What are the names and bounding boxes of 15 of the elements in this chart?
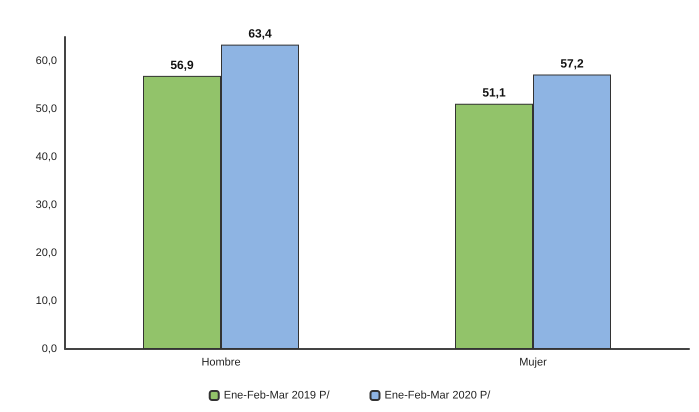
y-tick-label: 40,0 — [36, 151, 57, 163]
y-tick-label: 30,0 — [36, 199, 57, 211]
y-tick-label: 0,0 — [42, 343, 57, 355]
text: 63,4 — [248, 26, 272, 41]
text: 51,1 — [482, 86, 506, 100]
y-tick-label: 20,0 — [36, 247, 57, 259]
text: 57,2 — [560, 56, 584, 70]
x-tick-label: Mujer — [519, 356, 548, 368]
legend-label: Ene-Feb-Mar 2020 P/ — [384, 390, 492, 402]
y-tick-label: 60,0 — [36, 55, 57, 67]
y-tick-label: 50,0 — [36, 103, 57, 115]
text: 56,9 — [170, 58, 194, 72]
x-tick-label: Hombre — [201, 356, 241, 368]
legend-label: Ene-Feb-Mar 2019 P/ — [224, 390, 330, 402]
y-tick-label: 10,0 — [36, 295, 57, 307]
